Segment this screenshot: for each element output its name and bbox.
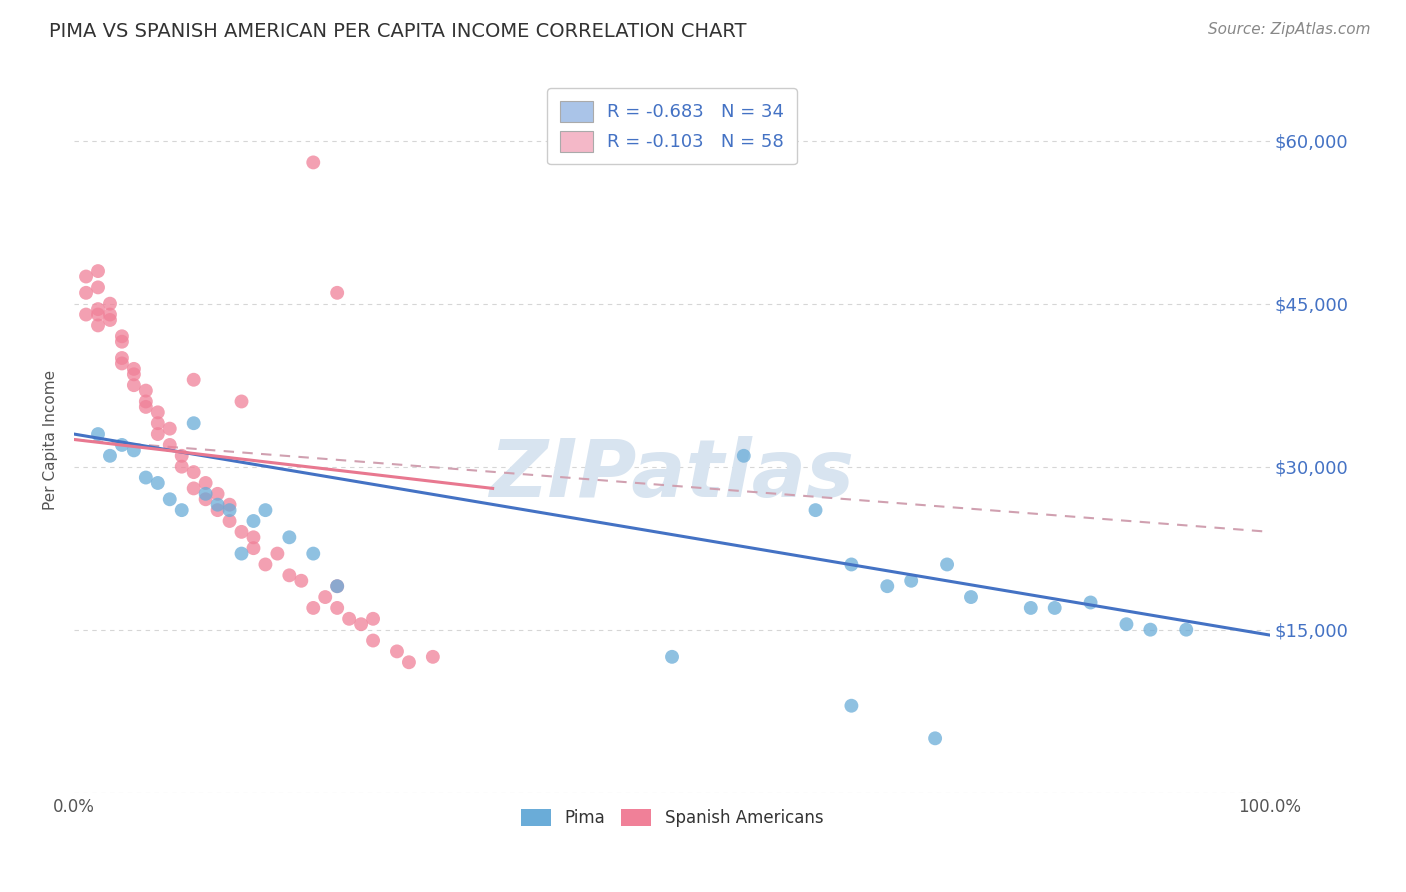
Point xyxy=(924,731,946,746)
Point xyxy=(75,308,97,322)
Point xyxy=(159,438,181,452)
Point xyxy=(733,449,755,463)
Point xyxy=(876,579,898,593)
Point xyxy=(337,612,360,626)
Point xyxy=(266,547,288,561)
Point xyxy=(170,459,193,474)
Point xyxy=(122,368,145,382)
Point xyxy=(385,644,408,658)
Point xyxy=(302,155,325,169)
Point xyxy=(326,285,349,300)
Point xyxy=(254,558,277,572)
Point xyxy=(111,351,134,365)
Point xyxy=(87,264,110,278)
Point xyxy=(290,574,312,588)
Point xyxy=(1175,623,1198,637)
Point xyxy=(326,601,349,615)
Point xyxy=(900,574,922,588)
Point xyxy=(361,633,384,648)
Point xyxy=(75,269,97,284)
Point xyxy=(87,318,110,333)
Point xyxy=(231,524,253,539)
Point xyxy=(350,617,373,632)
Point xyxy=(302,601,325,615)
Point xyxy=(170,449,193,463)
Point xyxy=(135,400,157,414)
Point xyxy=(183,465,205,479)
Point xyxy=(1080,595,1102,609)
Point xyxy=(278,530,301,544)
Point xyxy=(159,492,181,507)
Point xyxy=(207,487,229,501)
Point xyxy=(218,503,240,517)
Point xyxy=(661,649,683,664)
Point xyxy=(122,378,145,392)
Point xyxy=(242,530,264,544)
Point xyxy=(207,498,229,512)
Point xyxy=(936,558,959,572)
Point xyxy=(122,362,145,376)
Point xyxy=(98,296,121,310)
Point xyxy=(183,373,205,387)
Point xyxy=(98,449,121,463)
Point xyxy=(159,422,181,436)
Point xyxy=(302,547,325,561)
Point xyxy=(183,482,205,496)
Text: PIMA VS SPANISH AMERICAN PER CAPITA INCOME CORRELATION CHART: PIMA VS SPANISH AMERICAN PER CAPITA INCO… xyxy=(49,22,747,41)
Text: Source: ZipAtlas.com: Source: ZipAtlas.com xyxy=(1208,22,1371,37)
Point xyxy=(422,649,444,664)
Point xyxy=(1019,601,1042,615)
Point xyxy=(218,498,240,512)
Point xyxy=(960,590,983,604)
Point xyxy=(398,655,420,669)
Point xyxy=(135,470,157,484)
Point xyxy=(98,313,121,327)
Point xyxy=(326,579,349,593)
Point xyxy=(146,416,169,430)
Point xyxy=(111,438,134,452)
Point xyxy=(804,503,827,517)
Point xyxy=(231,547,253,561)
Point xyxy=(194,487,217,501)
Point xyxy=(194,492,217,507)
Point xyxy=(122,443,145,458)
Point xyxy=(1139,623,1161,637)
Point xyxy=(87,427,110,442)
Point xyxy=(207,503,229,517)
Legend: Pima, Spanish Americans: Pima, Spanish Americans xyxy=(515,802,830,834)
Point xyxy=(111,356,134,370)
Point xyxy=(326,579,349,593)
Point xyxy=(146,405,169,419)
Point xyxy=(218,514,240,528)
Point xyxy=(135,384,157,398)
Point xyxy=(254,503,277,517)
Point xyxy=(111,329,134,343)
Y-axis label: Per Capita Income: Per Capita Income xyxy=(44,369,58,509)
Point xyxy=(87,280,110,294)
Point xyxy=(242,541,264,556)
Point xyxy=(87,302,110,317)
Text: ZIPatlas: ZIPatlas xyxy=(489,436,855,514)
Point xyxy=(841,698,863,713)
Point xyxy=(1115,617,1137,632)
Point xyxy=(183,416,205,430)
Point xyxy=(87,308,110,322)
Point xyxy=(242,514,264,528)
Point xyxy=(170,503,193,517)
Point xyxy=(75,285,97,300)
Point xyxy=(841,558,863,572)
Point xyxy=(98,308,121,322)
Point xyxy=(278,568,301,582)
Point xyxy=(111,334,134,349)
Point xyxy=(194,475,217,490)
Point xyxy=(146,427,169,442)
Point xyxy=(231,394,253,409)
Point xyxy=(146,475,169,490)
Point xyxy=(1043,601,1066,615)
Point xyxy=(314,590,336,604)
Point xyxy=(361,612,384,626)
Point xyxy=(135,394,157,409)
